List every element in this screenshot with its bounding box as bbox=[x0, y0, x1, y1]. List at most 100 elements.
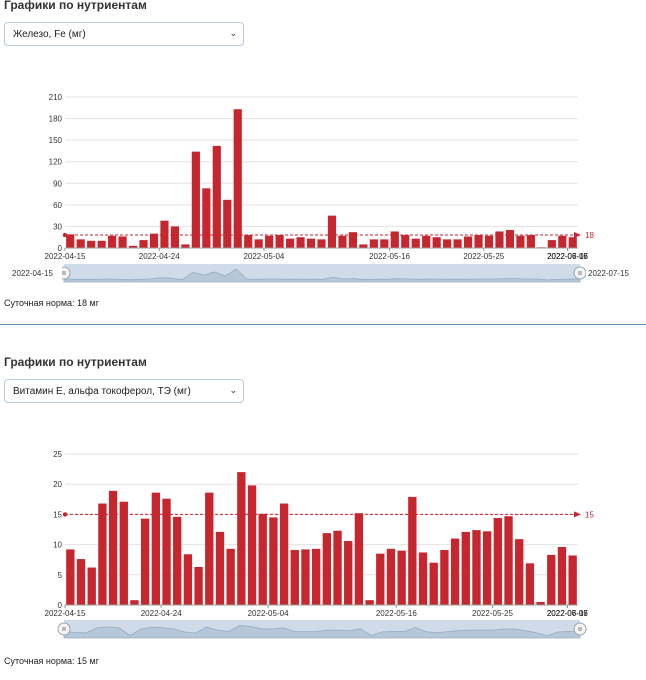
bar bbox=[296, 237, 305, 248]
bar bbox=[183, 554, 193, 605]
bar bbox=[237, 472, 246, 605]
y-tick-label: 5 bbox=[58, 571, 63, 580]
x-tick-label: 2022-05-04 bbox=[248, 609, 289, 618]
bar bbox=[128, 245, 138, 248]
bar bbox=[526, 235, 535, 248]
bar bbox=[140, 518, 150, 605]
daily-norm-start-marker bbox=[62, 512, 68, 517]
x-tick-label: 2022-05-25 bbox=[463, 252, 504, 261]
bar bbox=[558, 235, 567, 248]
y-tick-label: 120 bbox=[49, 158, 63, 167]
x-tick-label: 2022-05-16 bbox=[376, 609, 417, 618]
x-tick-label: 2022-06-15 bbox=[547, 252, 588, 261]
bar bbox=[97, 240, 106, 248]
x-tick-label: 2022-04-15 bbox=[45, 252, 86, 261]
daily-norm-label: Суточная норма: 18 мг bbox=[4, 298, 100, 308]
bar bbox=[397, 550, 406, 605]
x-tick-label: 2022-06-06 bbox=[547, 609, 588, 618]
bar bbox=[504, 516, 513, 605]
bar bbox=[568, 555, 577, 605]
bar bbox=[547, 554, 556, 605]
bar bbox=[226, 548, 235, 605]
nutrient-select[interactable]: Витамин Е, альфа токоферол, ТЭ (мг) ⌄ bbox=[4, 379, 244, 403]
bar bbox=[170, 226, 180, 248]
bar bbox=[386, 548, 396, 605]
bar bbox=[87, 240, 96, 248]
bar bbox=[265, 235, 274, 248]
y-tick-label: 0 bbox=[58, 244, 63, 253]
y-tick-label: 90 bbox=[53, 179, 62, 188]
nutrient-chart: 0 30 60 90 120 150 180 210 2022-04-15 2022-04-24 2… bbox=[8, 93, 640, 283]
bar bbox=[162, 498, 171, 605]
bar bbox=[76, 559, 86, 605]
bar bbox=[139, 240, 148, 248]
x-tick-label: 2022-04-24 bbox=[139, 252, 180, 261]
nutrient-select-value: Железо, Fe (мг) bbox=[13, 29, 86, 40]
navigator-handle-left[interactable] bbox=[57, 622, 71, 636]
bar bbox=[482, 531, 492, 605]
bar bbox=[258, 513, 267, 605]
x-tick-label: 2022-04-15 bbox=[45, 609, 86, 618]
bar bbox=[205, 492, 214, 605]
bar bbox=[495, 231, 504, 248]
navigator-start-label: 2022-04-15 bbox=[12, 269, 53, 278]
daily-norm-start-marker bbox=[62, 232, 68, 238]
y-tick-label: 150 bbox=[49, 136, 63, 145]
y-tick-label: 15 bbox=[53, 510, 62, 519]
chevron-down-icon: ⌄ bbox=[229, 28, 237, 38]
navigator-series bbox=[63, 268, 581, 283]
bar bbox=[401, 235, 410, 248]
section-title: Графики по нутриентам bbox=[4, 0, 147, 12]
bar bbox=[418, 552, 428, 605]
bar bbox=[557, 547, 567, 605]
bar bbox=[408, 496, 417, 605]
bar bbox=[244, 235, 253, 248]
bar bbox=[118, 236, 127, 248]
y-tick-label: 10 bbox=[53, 541, 62, 550]
bar bbox=[536, 601, 545, 605]
bar bbox=[66, 234, 75, 248]
nutrient-select-value: Витамин Е, альфа токоферол, ТЭ (мг) bbox=[13, 386, 191, 397]
section-divider bbox=[0, 324, 646, 325]
navigator-handle-right[interactable] bbox=[573, 622, 587, 636]
bar bbox=[327, 215, 337, 248]
bar bbox=[344, 540, 353, 605]
bar bbox=[453, 239, 462, 248]
bar bbox=[98, 503, 107, 605]
bar bbox=[76, 239, 85, 248]
bar bbox=[279, 503, 289, 605]
y-tick-label: 60 bbox=[53, 201, 62, 210]
daily-norm-value-label: 18 bbox=[585, 231, 594, 240]
navigator-handle-right[interactable] bbox=[573, 266, 587, 280]
bar bbox=[151, 492, 161, 605]
bar bbox=[474, 235, 483, 248]
bar bbox=[212, 145, 221, 248]
x-tick-label: 2022-05-04 bbox=[243, 252, 284, 261]
bar bbox=[173, 516, 182, 605]
bar bbox=[515, 539, 524, 605]
nutrient-select[interactable]: Железо, Fe (мг) ⌄ bbox=[4, 22, 244, 46]
bar bbox=[108, 490, 118, 605]
bar bbox=[322, 533, 332, 605]
bar bbox=[286, 238, 295, 248]
y-tick-label: 0 bbox=[58, 601, 63, 610]
bar bbox=[181, 244, 190, 248]
bar bbox=[119, 501, 128, 605]
bar bbox=[108, 235, 117, 248]
bar bbox=[191, 151, 200, 248]
bar bbox=[429, 562, 438, 605]
bar bbox=[233, 109, 242, 248]
bar bbox=[87, 567, 96, 605]
bar bbox=[369, 239, 378, 248]
bar bbox=[66, 549, 75, 605]
bar bbox=[149, 233, 159, 248]
navigator-end-label: 2022-07-15 bbox=[588, 269, 629, 278]
bar bbox=[547, 240, 556, 248]
chevron-down-icon: ⌄ bbox=[229, 385, 237, 395]
bar bbox=[301, 549, 310, 605]
bar bbox=[440, 550, 449, 605]
bar bbox=[223, 199, 232, 248]
bar bbox=[275, 235, 284, 248]
x-tick-label: 2022-06-06 bbox=[547, 252, 588, 261]
x-tick-label: 2022-05-16 bbox=[369, 252, 410, 261]
